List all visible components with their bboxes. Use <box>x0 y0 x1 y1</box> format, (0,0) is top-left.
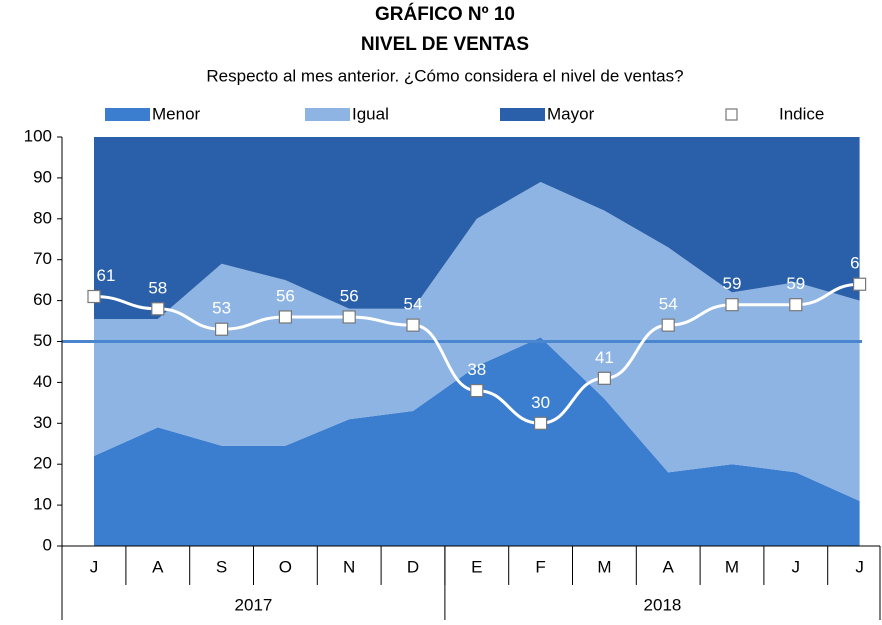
x-tick-label: M <box>725 557 739 576</box>
group-label: 2017 <box>235 595 273 614</box>
legend-swatch <box>500 108 545 121</box>
y-tick-label: 80 <box>33 208 52 227</box>
value-label: 56 <box>276 286 295 305</box>
legend-label: Menor <box>152 104 201 123</box>
legend-swatch <box>105 108 150 121</box>
y-tick-label: 40 <box>33 372 52 391</box>
x-tick-label: J <box>855 557 864 576</box>
marker <box>278 310 292 324</box>
value-label: 30 <box>531 393 550 412</box>
chart-title: NIVEL DE VENTAS <box>361 34 529 55</box>
value-label: 41 <box>595 348 614 367</box>
x-tick-label: A <box>152 557 164 576</box>
x-tick-label: A <box>663 557 675 576</box>
marker <box>342 310 356 324</box>
y-tick-label: 20 <box>33 454 52 473</box>
x-tick-label: M <box>597 557 611 576</box>
value-label: 59 <box>786 274 805 293</box>
value-label: 61 <box>97 266 116 285</box>
chart-subtitle: Respecto al mes anterior. ¿Cómo consider… <box>206 66 683 85</box>
legend-label: Mayor <box>547 104 595 123</box>
marker <box>151 302 165 316</box>
value-label: 54 <box>404 295 423 314</box>
y-tick-label: 50 <box>33 331 52 350</box>
group-label: 2018 <box>644 595 682 614</box>
legend-swatch <box>725 108 738 121</box>
chart-title: GRÁFICO Nº 10 <box>375 3 515 25</box>
marker <box>661 318 675 332</box>
value-label: 58 <box>148 278 167 297</box>
area <box>94 337 860 546</box>
marker <box>215 322 229 336</box>
value-label: 64 <box>850 254 869 273</box>
x-tick-label: J <box>90 557 99 576</box>
marker <box>852 277 867 291</box>
x-tick-label: J <box>792 557 801 576</box>
value-label: 38 <box>467 360 486 379</box>
legend-label: Igual <box>352 104 389 123</box>
y-tick-label: 70 <box>33 249 52 268</box>
marker <box>533 416 548 430</box>
y-tick-label: 60 <box>33 290 52 309</box>
x-tick-label: N <box>343 557 355 576</box>
x-tick-label: S <box>216 557 227 576</box>
value-label: 56 <box>340 286 359 305</box>
x-tick-label: O <box>279 557 292 576</box>
value-label: 59 <box>723 274 742 293</box>
x-tick-label: E <box>471 557 482 576</box>
x-tick-label: F <box>535 557 545 576</box>
y-tick-label: 10 <box>33 495 52 514</box>
value-label: 54 <box>659 295 678 314</box>
value-label: 53 <box>212 299 231 318</box>
marker <box>725 298 739 312</box>
y-tick-label: 100 <box>24 126 52 145</box>
marker <box>87 289 101 304</box>
area <box>94 137 860 320</box>
marker <box>789 298 803 312</box>
y-tick-label: 30 <box>33 413 52 432</box>
marker <box>597 371 612 385</box>
marker <box>406 318 420 332</box>
legend-swatch <box>305 108 350 121</box>
y-tick-label: 90 <box>33 167 52 186</box>
marker <box>470 383 484 398</box>
y-tick-label: 0 <box>43 535 52 554</box>
x-tick-label: D <box>407 557 419 576</box>
legend-label: Indice <box>779 104 824 123</box>
